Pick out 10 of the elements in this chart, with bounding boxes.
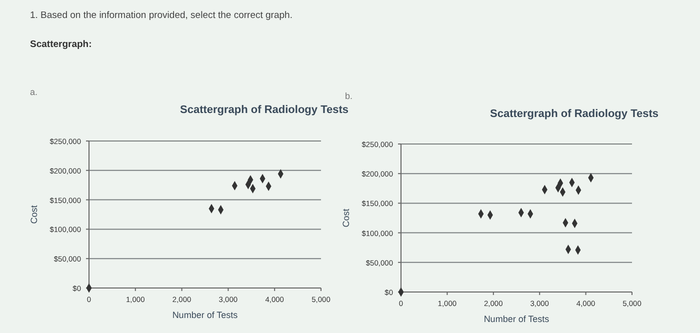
y-axis-title: Cost — [341, 208, 351, 228]
chart-title: Scattergraph of Radiology Tests — [180, 104, 348, 116]
y-axis-title: Cost — [29, 204, 39, 224]
text: 1. Based on the information provided, select the correct graph. — [30, 10, 292, 21]
text: Scattergraph: — [30, 39, 92, 50]
chart-title: Scattergraph of Radiology Tests — [490, 108, 658, 120]
x-axis-title: Number of Tests — [484, 314, 550, 324]
x-axis-title: Number of Tests — [172, 310, 238, 320]
text: b. — [345, 91, 353, 101]
text: a. — [30, 87, 38, 97]
